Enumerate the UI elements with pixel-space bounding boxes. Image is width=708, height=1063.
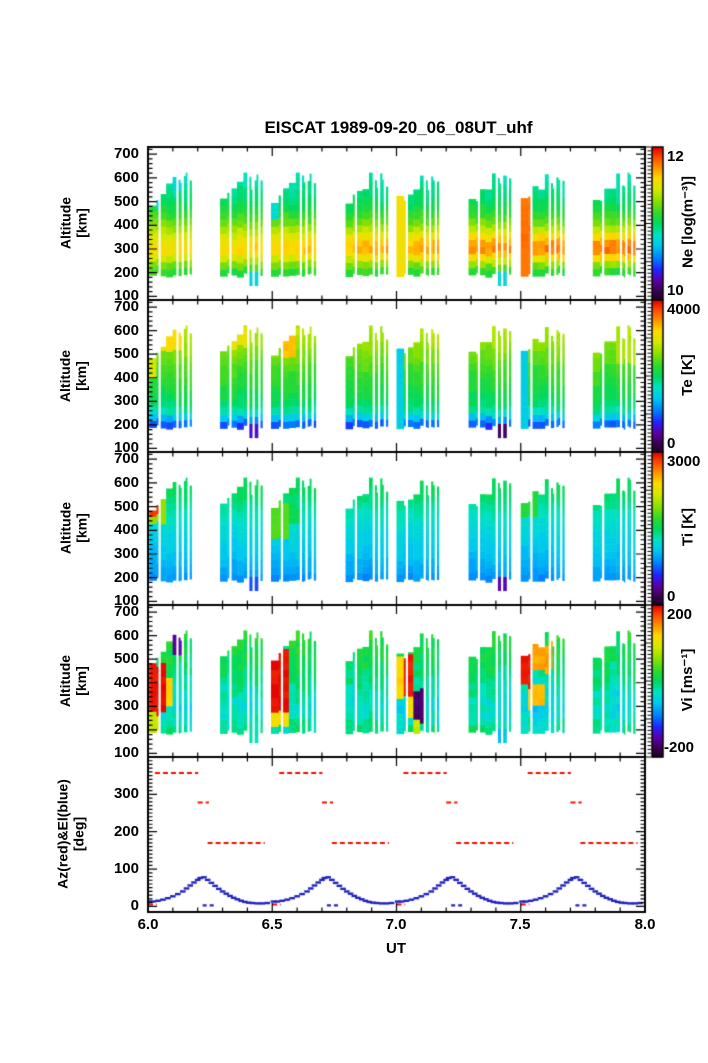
y-tick-label: 500	[113, 497, 139, 515]
altitude-axis-label-line2: [km]	[73, 208, 90, 238]
altitude-axis-label: Altitude [km]	[58, 452, 92, 605]
y-tick-label: 700	[113, 603, 139, 621]
colorbar-title: Vi [ms⁻¹]	[679, 648, 696, 712]
altitude-axis-label-line1: Altitude	[57, 196, 74, 250]
colorbar-min-label: 0	[667, 435, 676, 452]
altitude-axis-label-line2: [km]	[73, 666, 89, 696]
x-tick-label: 6.5	[261, 916, 283, 933]
y-tick-label: 100	[113, 860, 139, 878]
y-tick-label: 100	[113, 439, 139, 457]
colorbar-min-label: -200	[664, 739, 695, 756]
x-tick-label: 6.0	[137, 916, 159, 933]
altitude-axis-label: Altitude [km]	[57, 300, 91, 452]
y-tick-label: 600	[113, 626, 139, 644]
y-tick-label: 400	[113, 521, 139, 539]
x-tick-label: 8.0	[634, 916, 656, 933]
y-tick-label: 600	[113, 168, 139, 186]
y-tick-label: 700	[113, 145, 139, 163]
altitude-axis-label-line1: Altitude	[57, 349, 73, 403]
x-tick-label: 7.0	[385, 916, 407, 933]
altitude-axis-label: Altitude [km]	[58, 147, 92, 300]
y-tick-label: 600	[113, 473, 139, 491]
y-tick-label: 700	[113, 298, 139, 316]
altitude-axis-label: Altitude [km]	[57, 605, 91, 757]
colorbar-min-label: 10	[667, 282, 684, 299]
y-tick-label: 600	[113, 321, 139, 339]
colorbar-max-label: 12	[667, 148, 684, 165]
colorbar-max-label: 200	[667, 606, 693, 623]
y-tick-label: 300	[113, 392, 139, 410]
y-tick-label: 100	[113, 287, 139, 305]
y-tick-label: 200	[113, 415, 139, 433]
colorbar-title: Ne [log(m⁻³)]	[679, 175, 697, 269]
altitude-axis-label-line2: [km]	[73, 513, 90, 543]
y-tick-label: 300	[113, 785, 139, 803]
angle-axis-label-line2: [deg]	[70, 816, 87, 852]
y-tick-label: 300	[113, 697, 139, 715]
y-tick-label: 100	[113, 592, 139, 610]
colorbar-max-label: 3000	[667, 453, 701, 470]
y-tick-label: 200	[113, 822, 139, 840]
y-tick-label: 400	[113, 673, 139, 691]
colorbar-title: Ti [K]	[679, 507, 697, 547]
x-axis-title: UT	[386, 940, 406, 957]
altitude-axis-label-line1: Altitude	[57, 654, 73, 708]
y-tick-label: 300	[113, 240, 139, 257]
colorbar-max-label: 4000	[667, 301, 701, 318]
y-tick-label: 400	[113, 368, 139, 386]
y-tick-label: 0	[130, 897, 139, 915]
y-tick-label: 200	[113, 263, 139, 281]
angle-axis-label: Az(red)&El(blue) [deg]	[55, 757, 89, 912]
x-tick-label: 7.5	[509, 916, 531, 933]
altitude-axis-label-line1: Altitude	[57, 501, 74, 555]
y-tick-label: 500	[113, 650, 139, 668]
y-tick-label: 200	[113, 568, 139, 586]
y-tick-label: 500	[113, 192, 139, 210]
page-title: EISCAT 1989-09-20_06_08UT_uhf	[264, 118, 533, 137]
colorbar-title: Te [K]	[679, 354, 696, 396]
y-tick-label: 100	[113, 744, 139, 762]
y-tick-label: 300	[113, 545, 139, 562]
y-tick-label: 500	[113, 345, 139, 363]
colorbar-min-label: 0	[667, 588, 676, 605]
y-tick-label: 200	[113, 720, 139, 738]
y-tick-label: 700	[113, 450, 139, 468]
angle-axis-label-line1: Az(red)&El(blue)	[54, 779, 71, 889]
y-tick-label: 400	[113, 216, 139, 234]
altitude-axis-label-line2: [km]	[73, 361, 89, 391]
